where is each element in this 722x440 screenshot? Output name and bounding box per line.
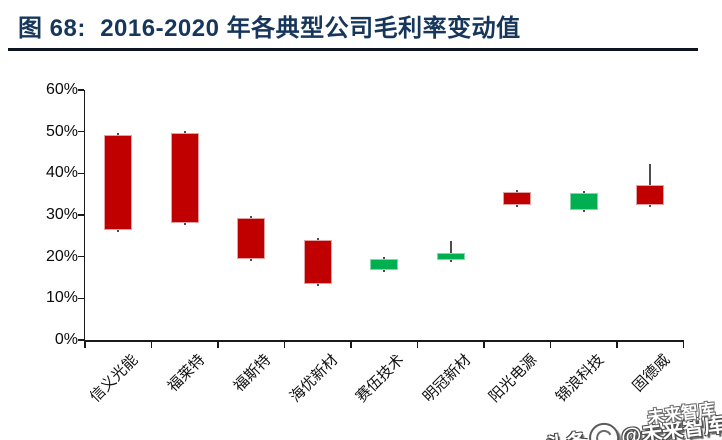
- x-axis-tick: [150, 341, 153, 348]
- y-axis-tick: [77, 255, 84, 258]
- figure-title: 图 68: 2016-2020 年各典型公司毛利率变动值: [18, 15, 521, 42]
- x-axis-tick: [84, 341, 86, 348]
- y-axis-tick: [77, 172, 84, 175]
- x-axis-tick: [483, 341, 485, 348]
- title-underline: [8, 48, 698, 51]
- candle-box-down: [170, 133, 199, 224]
- candle-box-down: [104, 134, 133, 230]
- y-axis-label: 0%: [54, 331, 78, 348]
- x-axis-tick: [682, 341, 685, 348]
- candle-box-up: [569, 192, 598, 210]
- y-axis-label: 30%: [45, 206, 78, 223]
- candle-box-down: [303, 240, 332, 284]
- candle-box-down: [503, 191, 532, 205]
- candle-wick: [449, 240, 452, 262]
- y-axis-tick: [77, 339, 84, 341]
- candle-box-up: [436, 253, 465, 260]
- y-axis-line: [83, 90, 85, 342]
- x-axis-tick: [217, 341, 219, 348]
- y-axis-label: 10%: [45, 289, 78, 307]
- y-axis-tick: [77, 214, 84, 216]
- y-axis-tick: [77, 130, 84, 133]
- x-axis-tick: [416, 341, 419, 348]
- y-axis-label: 60%: [45, 81, 78, 98]
- candle-box-up: [370, 259, 399, 270]
- y-axis-tick: [77, 89, 84, 91]
- y-axis-tick: [77, 297, 84, 300]
- candle-box-down: [237, 218, 266, 259]
- y-axis-label: 40%: [45, 164, 78, 182]
- toutiao-circle-logo-icon: [586, 421, 621, 440]
- y-axis-label: 20%: [45, 247, 78, 265]
- x-axis-tick: [549, 341, 552, 348]
- x-axis-tick: [350, 341, 352, 348]
- y-axis-label: 50%: [45, 122, 78, 140]
- x-axis-tick: [616, 341, 618, 348]
- x-axis-tick: [283, 341, 286, 348]
- x-axis-line: [83, 340, 684, 342]
- candle-box-down: [636, 184, 665, 205]
